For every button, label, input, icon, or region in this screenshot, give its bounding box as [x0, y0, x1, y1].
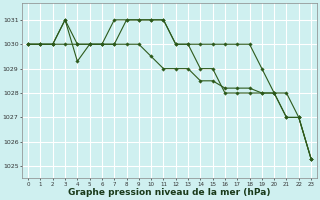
X-axis label: Graphe pression niveau de la mer (hPa): Graphe pression niveau de la mer (hPa) [68, 188, 271, 197]
